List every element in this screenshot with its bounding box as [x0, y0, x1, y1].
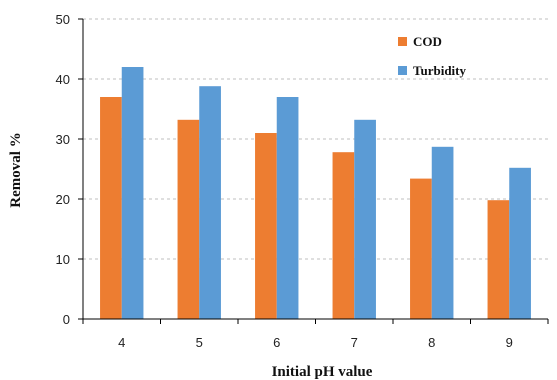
- y-tick-label: 20: [56, 192, 70, 207]
- x-tick-label: 9: [506, 335, 513, 350]
- legend-label-turbidity: Turbidity: [413, 63, 466, 78]
- x-tick-label: 6: [273, 335, 280, 350]
- bar-cod-6: [255, 133, 277, 319]
- y-axis-title: Removal %: [8, 132, 24, 207]
- bar-turbidity-5: [199, 86, 221, 319]
- gridlines: [83, 18, 548, 260]
- y-axis: 0 10 20 30 40 50: [56, 12, 84, 327]
- legend-swatch-cod: [398, 37, 407, 46]
- x-tick-label: 4: [118, 335, 125, 350]
- legend-swatch-turbidity: [398, 66, 407, 75]
- x-axis-title: Initial pH value: [272, 364, 373, 380]
- bar-cod-8: [410, 178, 432, 319]
- bar-cod-9: [487, 200, 510, 319]
- bar-cod-4: [100, 97, 122, 319]
- bars: [100, 67, 531, 319]
- bar-turbidity-9: [509, 167, 531, 319]
- y-tick-label: 10: [56, 252, 70, 267]
- bar-turbidity-4: [121, 67, 144, 319]
- y-tick-label: 30: [56, 132, 70, 147]
- y-tick-label: 40: [56, 72, 70, 87]
- x-tick-label: 8: [428, 335, 435, 350]
- x-tick-label: 7: [351, 335, 358, 350]
- y-tick-label: 0: [63, 312, 70, 327]
- bar-turbidity-6: [276, 97, 299, 319]
- x-axis: 4 5 6 7 8 9: [82, 318, 549, 350]
- legend-label-cod: COD: [413, 34, 442, 49]
- bar-cod-7: [332, 152, 355, 319]
- legend: COD Turbidity: [398, 34, 466, 78]
- bar-turbidity-8: [431, 146, 454, 319]
- y-tick-label: 50: [56, 12, 70, 27]
- bar-cod-5: [177, 119, 200, 319]
- x-tick-label: 5: [196, 335, 203, 350]
- bar-turbidity-7: [354, 119, 376, 319]
